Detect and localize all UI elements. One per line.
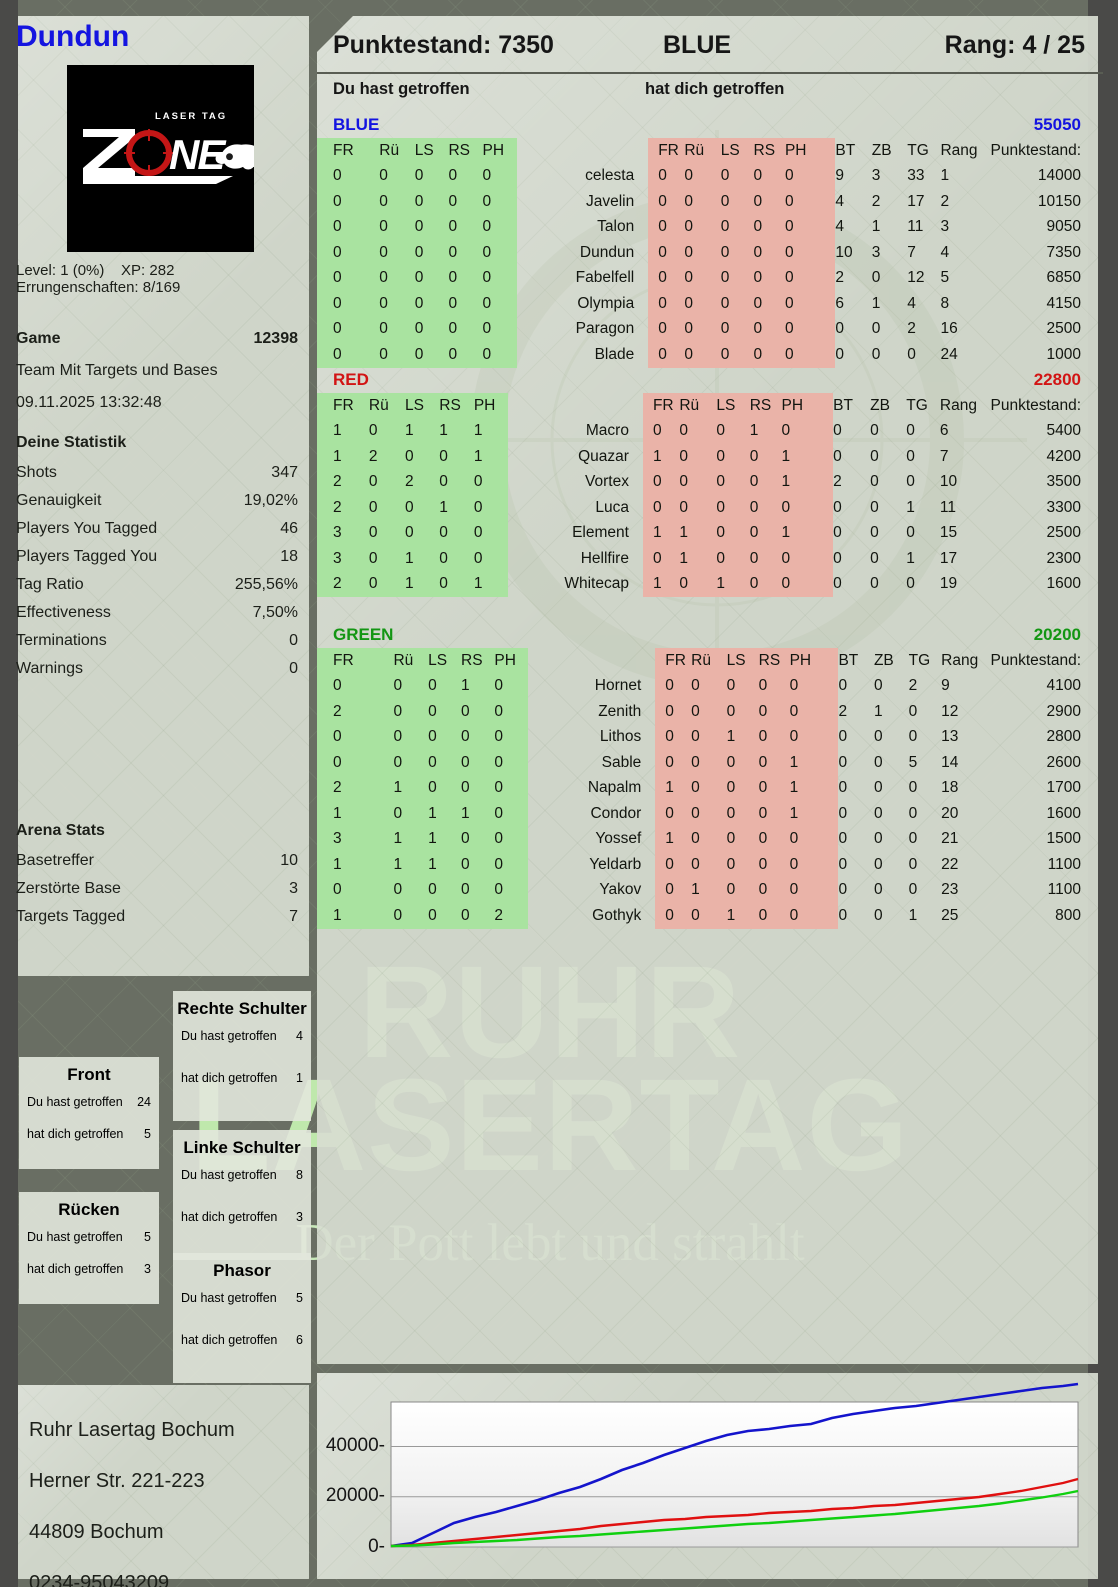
svg-text:40000-: 40000- — [326, 1435, 385, 1456]
svg-text:20000-: 20000- — [326, 1485, 385, 1506]
svg-text:NE: NE — [169, 131, 227, 178]
svg-text:LASER TAG: LASER TAG — [155, 111, 227, 122]
svg-text:0-: 0- — [368, 1536, 385, 1557]
